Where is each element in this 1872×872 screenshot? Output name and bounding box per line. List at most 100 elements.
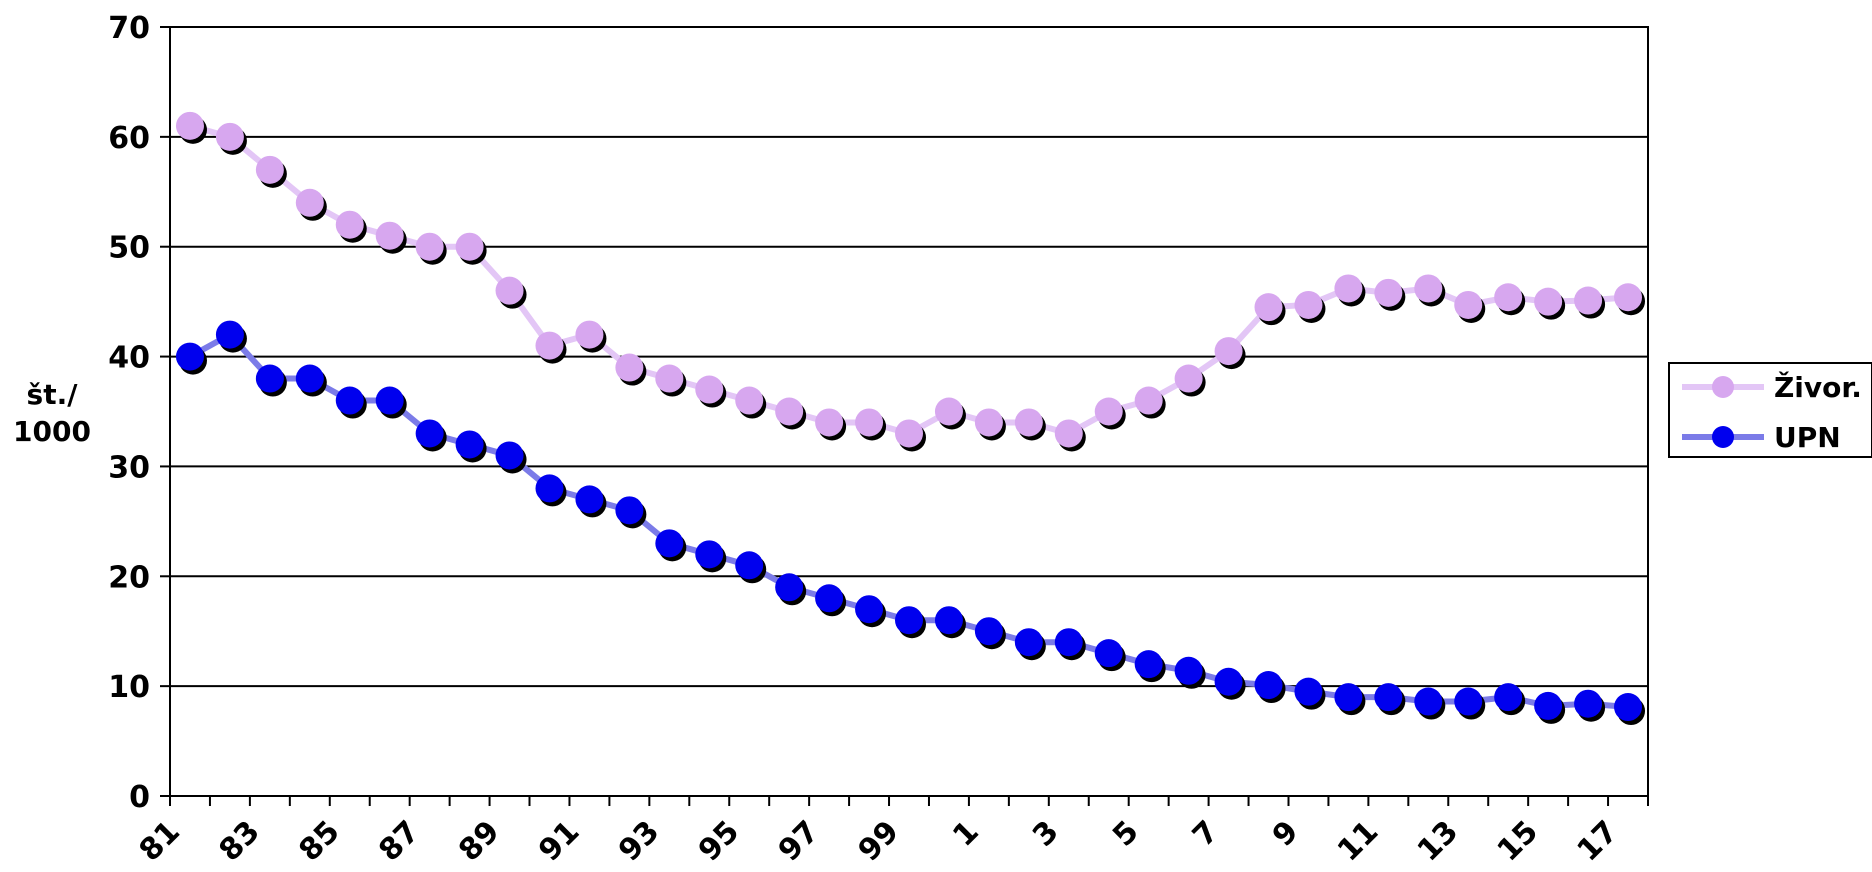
plot-area-frame <box>169 26 1649 797</box>
y-tick-label: 40 <box>108 341 150 376</box>
x-tick-label: 99 <box>852 814 906 868</box>
data-point <box>1414 274 1443 303</box>
series-line <box>188 331 1629 711</box>
data-point <box>175 111 204 140</box>
data-point <box>1334 274 1363 303</box>
data-point <box>1494 283 1523 312</box>
data-point <box>775 573 804 602</box>
series-line <box>189 122 1629 437</box>
data-point <box>215 122 244 151</box>
data-point <box>1534 287 1563 316</box>
data-point <box>335 210 364 239</box>
x-tick-label: 87 <box>372 814 426 868</box>
data-point <box>455 232 484 261</box>
data-point <box>695 375 724 404</box>
data-point <box>1534 691 1563 720</box>
legend-swatch-marker <box>1712 426 1734 448</box>
data-point <box>1334 683 1363 712</box>
data-point <box>1614 283 1643 312</box>
y-axis-label-line-2: 1000 <box>13 415 91 448</box>
legend-entry-label: Živor. <box>1774 370 1862 404</box>
data-point <box>535 331 564 360</box>
data-point <box>335 386 364 415</box>
data-point <box>295 188 324 217</box>
data-point <box>735 551 764 580</box>
x-tick-label: 17 <box>1571 814 1625 868</box>
data-point <box>1574 689 1603 718</box>
data-point <box>895 419 923 448</box>
y-tick-label: 30 <box>108 450 150 485</box>
data-point <box>974 617 1003 646</box>
x-tick-label: 91 <box>532 814 586 868</box>
data-point <box>1054 419 1083 448</box>
data-point <box>974 408 1003 437</box>
data-point <box>1174 364 1203 393</box>
data-point <box>1614 693 1643 722</box>
data-point <box>855 408 884 437</box>
y-tick-label: 0 <box>129 780 150 815</box>
data-point <box>775 397 804 426</box>
data-point <box>1214 667 1243 696</box>
x-tick-label: 93 <box>612 814 666 868</box>
legend: Živor. UPN <box>1668 362 1872 458</box>
x-tick-label: 1 <box>946 814 986 854</box>
data-point <box>1094 639 1123 668</box>
series-upn <box>175 320 1646 726</box>
data-point <box>215 320 244 349</box>
data-point <box>1014 408 1043 437</box>
data-point <box>415 232 444 261</box>
data-point <box>175 342 204 371</box>
data-point <box>1014 628 1043 657</box>
data-point <box>815 584 844 613</box>
data-point <box>655 364 684 393</box>
legend-box <box>1668 362 1872 458</box>
data-point <box>615 496 644 525</box>
y-tick-label: 20 <box>108 560 150 595</box>
data-point <box>1454 687 1483 716</box>
data-point <box>1054 628 1083 657</box>
x-tick-label: 13 <box>1411 814 1465 868</box>
x-tick-label: 5 <box>1106 814 1146 854</box>
data-point <box>495 276 524 305</box>
data-point <box>855 595 884 624</box>
data-point <box>1374 278 1403 307</box>
x-tick-label: 89 <box>452 814 506 868</box>
y-tick-label: 50 <box>108 231 150 266</box>
x-tick-label: 3 <box>1026 814 1066 854</box>
data-point <box>1454 290 1483 319</box>
data-point <box>1414 687 1443 716</box>
x-axis: 81 83 85 87 89 91 93 95 97 99 1 3 5 7 9 11 13 15 17 <box>133 796 1649 868</box>
y-tick-label: 10 <box>108 670 150 705</box>
data-point <box>815 408 844 437</box>
data-point <box>575 320 604 349</box>
data-point <box>255 364 284 393</box>
x-tick-label: 11 <box>1331 814 1385 868</box>
data-point <box>934 397 963 426</box>
data-point <box>1174 656 1203 685</box>
x-tick-label: 9 <box>1266 814 1306 854</box>
data-point <box>495 441 524 470</box>
data-point <box>615 353 644 382</box>
data-point <box>1094 397 1123 426</box>
data-point <box>295 364 324 393</box>
data-point <box>255 155 284 184</box>
data-point <box>375 221 404 250</box>
x-tick-label: 7 <box>1186 814 1226 854</box>
series <box>175 111 1646 726</box>
data-point <box>1494 683 1523 712</box>
x-tick-label: 83 <box>213 814 267 868</box>
data-point <box>1254 293 1283 322</box>
data-point <box>1254 671 1283 700</box>
y-axis: 0 10 20 30 40 50 60 70 <box>108 11 170 815</box>
data-point <box>1574 286 1603 315</box>
y-tick-label: 60 <box>108 121 150 156</box>
data-point <box>1134 386 1163 415</box>
data-point <box>1294 290 1323 319</box>
x-tick-label: 95 <box>692 814 746 868</box>
x-tick-label: 81 <box>133 814 187 868</box>
data-point <box>655 529 684 558</box>
series-zivor <box>175 111 1646 452</box>
data-point <box>934 606 963 635</box>
x-tick-label: 15 <box>1491 814 1545 868</box>
